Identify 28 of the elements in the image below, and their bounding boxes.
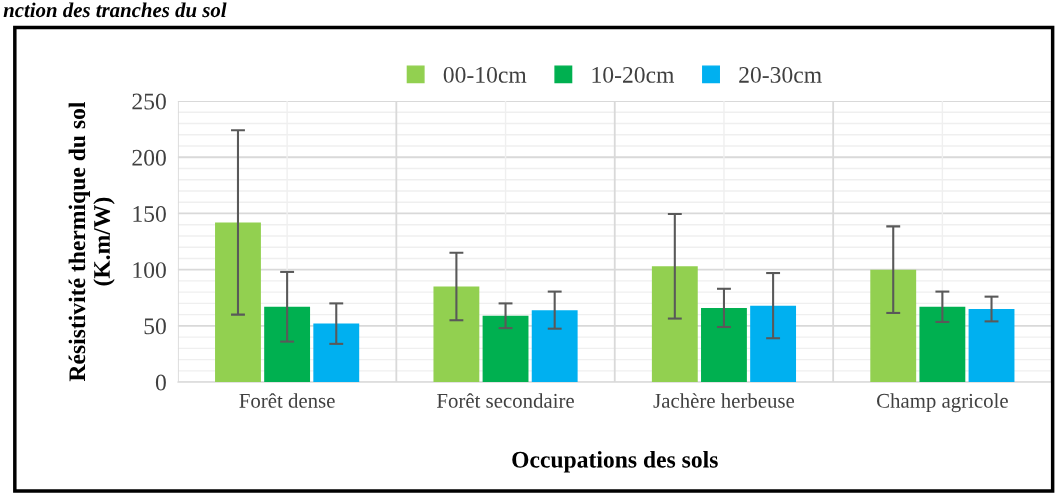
bar — [531, 310, 578, 383]
legend-label: 10-20cm — [592, 66, 675, 83]
y-tick-label: 250 — [132, 93, 166, 110]
y-tick-label: 150 — [133, 205, 166, 222]
bar — [215, 222, 261, 383]
bar — [313, 323, 360, 383]
x-tick-label: Forêt secondaire — [437, 393, 574, 408]
bar — [482, 315, 529, 383]
x-tick-label: Champ agricole — [876, 393, 1008, 413]
bar — [750, 305, 797, 383]
bar — [919, 306, 966, 383]
bar — [870, 269, 917, 383]
legend-label: 20-30cm — [739, 66, 822, 83]
x-axis-title: Occupations des sols — [512, 451, 718, 473]
y-tick-label: 0 — [155, 374, 166, 391]
bar — [651, 266, 698, 383]
bar — [433, 286, 480, 383]
x-tick-label: Forêt dense — [239, 393, 335, 408]
bar — [968, 309, 1015, 383]
y-axis-title: Résistivité thermique du sol (K.m/W) — [68, 101, 115, 382]
y-tick-label: 100 — [133, 262, 166, 279]
chart-title: nction des tranches du sol — [3, 2, 227, 18]
bar — [701, 307, 747, 383]
bar — [264, 306, 311, 383]
y-tick-label: 50 — [144, 318, 166, 335]
legend-label: 00-10cm — [443, 66, 527, 83]
y-tick-label: 200 — [132, 149, 166, 166]
x-tick-label: Jachère herbeuse — [653, 393, 795, 408]
